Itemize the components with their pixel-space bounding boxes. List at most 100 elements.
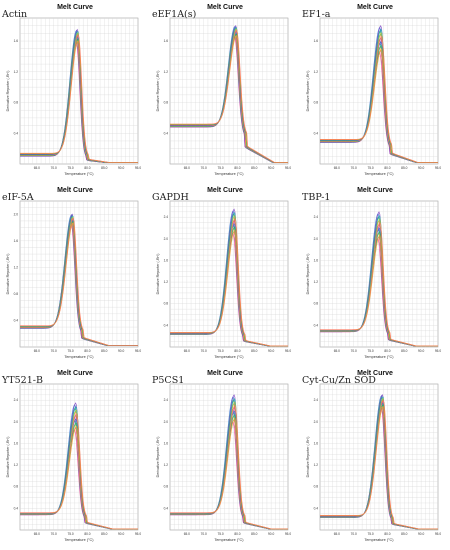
y-tick-label: 2.4 — [164, 398, 169, 402]
x-tick-label: 90.0 — [118, 532, 124, 536]
x-axis-label: Temperature (°C) — [214, 355, 244, 359]
x-tick-label: 75.0 — [217, 349, 223, 353]
gene-label: P5CS1 — [152, 375, 184, 386]
chart-title: Melt Curve — [207, 370, 243, 377]
x-tick-label: 85.0 — [401, 166, 407, 170]
melt-curve-chart: Melt Curve 0.4 0.8 1.2 1.6 65.0 70.0 75.0 80.0 85… — [1, 4, 141, 176]
gene-label: eEF1A(s) — [152, 9, 196, 20]
x-tick-label: 90.0 — [268, 166, 274, 170]
x-tick-label: 70.0 — [51, 166, 57, 170]
melt-curve-series — [320, 221, 438, 347]
x-axis-label: Temperature (°C) — [364, 355, 394, 359]
x-tick-label: 65.0 — [184, 166, 190, 170]
y-axis-label: Derivative Reporter (-Rn') — [156, 71, 160, 112]
x-tick-label: 95.0 — [435, 349, 441, 353]
melt-curve-panel: Melt Curve 0.4 0.8 1.2 1.6 2.0 2.4 65.0 70.0 75.0… — [300, 183, 450, 366]
gene-label: TBP-1 — [302, 192, 330, 203]
x-tick-label: 75.0 — [367, 532, 373, 536]
y-tick-label: 1.6 — [164, 39, 169, 43]
x-tick-label: 85.0 — [251, 349, 257, 353]
x-tick-label: 70.0 — [51, 532, 57, 536]
melt-curve-panel: Melt Curve 0.4 0.8 1.2 1.6 2.0 2.4 65.0 70.0 75.0… — [0, 366, 150, 549]
x-axis-label: Temperature (°C) — [364, 538, 394, 542]
y-tick-label: 0.4 — [314, 131, 319, 135]
y-tick-label: 0.8 — [14, 292, 19, 296]
x-tick-label: 95.0 — [135, 166, 141, 170]
x-tick-label: 75.0 — [67, 532, 73, 536]
chart-title: Melt Curve — [57, 187, 93, 194]
y-tick-label: 2.0 — [164, 420, 169, 424]
y-tick-label: 1.2 — [164, 70, 169, 74]
y-tick-label: 2.0 — [14, 212, 19, 216]
x-axis-label: Temperature (°C) — [364, 172, 394, 176]
x-tick-label: 70.0 — [351, 166, 357, 170]
x-tick-label: 85.0 — [101, 166, 107, 170]
gene-label: eIF-5A — [2, 192, 34, 203]
gene-label: YT521-B — [1, 375, 43, 386]
melt-curve-chart: Melt Curve 0.4 0.8 1.2 1.6 2.0 2.4 65.0 70.0 75.0… — [152, 370, 291, 542]
y-tick-label: 1.2 — [14, 463, 19, 467]
x-tick-label: 90.0 — [118, 349, 124, 353]
y-tick-label: 1.6 — [314, 39, 319, 43]
y-tick-label: 0.8 — [164, 101, 169, 105]
x-tick-label: 70.0 — [201, 166, 207, 170]
x-tick-label: 80.0 — [234, 349, 240, 353]
y-tick-label: 1.2 — [14, 70, 19, 74]
y-tick-label: 0.8 — [314, 485, 319, 489]
x-tick-label: 80.0 — [384, 349, 390, 353]
y-tick-label: 2.4 — [164, 215, 169, 219]
melt-curve-panel: Melt Curve 0.4 0.8 1.2 1.6 65.0 70.0 75.0 80.0 85… — [150, 0, 300, 183]
x-tick-label: 95.0 — [135, 532, 141, 536]
x-tick-label: 70.0 — [201, 532, 207, 536]
x-tick-label: 80.0 — [84, 166, 90, 170]
x-axis-label: Temperature (°C) — [214, 538, 244, 542]
x-tick-label: 65.0 — [184, 349, 190, 353]
melt-curve-series — [20, 413, 138, 530]
y-axis-label: Derivative Reporter (-Rn') — [6, 437, 10, 478]
melt-curve-chart: Melt Curve 0.4 0.8 1.2 1.6 65.0 70.0 75.0 80.0 85… — [302, 4, 441, 176]
y-tick-label: 0.4 — [314, 506, 319, 510]
x-tick-label: 75.0 — [217, 532, 223, 536]
chart-title: Melt Curve — [357, 4, 393, 11]
x-tick-label: 75.0 — [67, 166, 73, 170]
melt-curve-series — [170, 404, 288, 530]
chart-title: Melt Curve — [207, 187, 243, 194]
y-tick-label: 0.4 — [164, 506, 169, 510]
x-tick-label: 70.0 — [351, 349, 357, 353]
y-tick-label: 2.4 — [314, 398, 319, 402]
y-tick-label: 2.0 — [14, 420, 19, 424]
y-tick-label: 0.4 — [164, 323, 169, 327]
y-tick-label: 2.0 — [314, 237, 319, 241]
y-tick-label: 0.4 — [314, 323, 319, 327]
x-tick-label: 95.0 — [435, 166, 441, 170]
y-tick-label: 1.2 — [14, 265, 19, 269]
x-tick-label: 70.0 — [201, 349, 207, 353]
x-tick-label: 65.0 — [34, 166, 40, 170]
melt-curve-chart: Melt Curve 0.4 0.8 1.2 1.6 2.0 2.4 65.0 70.0 75.0… — [302, 187, 441, 359]
x-tick-label: 80.0 — [84, 532, 90, 536]
melt-curve-series — [320, 399, 438, 530]
y-tick-label: 0.8 — [164, 485, 169, 489]
x-tick-label: 80.0 — [234, 166, 240, 170]
y-tick-label: 0.4 — [14, 506, 19, 510]
chart-title: Melt Curve — [357, 187, 393, 194]
x-tick-label: 65.0 — [184, 532, 190, 536]
y-tick-label: 1.6 — [14, 39, 19, 43]
y-tick-label: 2.0 — [314, 420, 319, 424]
y-axis-label: Derivative Reporter (-Rn') — [156, 254, 160, 295]
y-tick-label: 1.2 — [314, 70, 319, 74]
x-tick-label: 65.0 — [334, 349, 340, 353]
y-tick-label: 0.4 — [14, 131, 19, 135]
chart-title: Melt Curve — [357, 370, 393, 377]
x-tick-label: 90.0 — [118, 166, 124, 170]
melt-curve-series — [170, 29, 288, 163]
x-tick-label: 90.0 — [268, 349, 274, 353]
melt-curve-chart: Melt Curve 0.4 0.8 1.2 1.6 65.0 70.0 75.0 80.0 85… — [152, 4, 291, 176]
y-tick-label: 2.0 — [164, 237, 169, 241]
x-tick-label: 95.0 — [285, 349, 291, 353]
y-tick-label: 1.2 — [164, 463, 169, 467]
y-tick-label: 1.6 — [314, 441, 319, 445]
x-tick-label: 65.0 — [34, 532, 40, 536]
x-tick-label: 80.0 — [234, 532, 240, 536]
melt-curve-series — [170, 218, 288, 347]
